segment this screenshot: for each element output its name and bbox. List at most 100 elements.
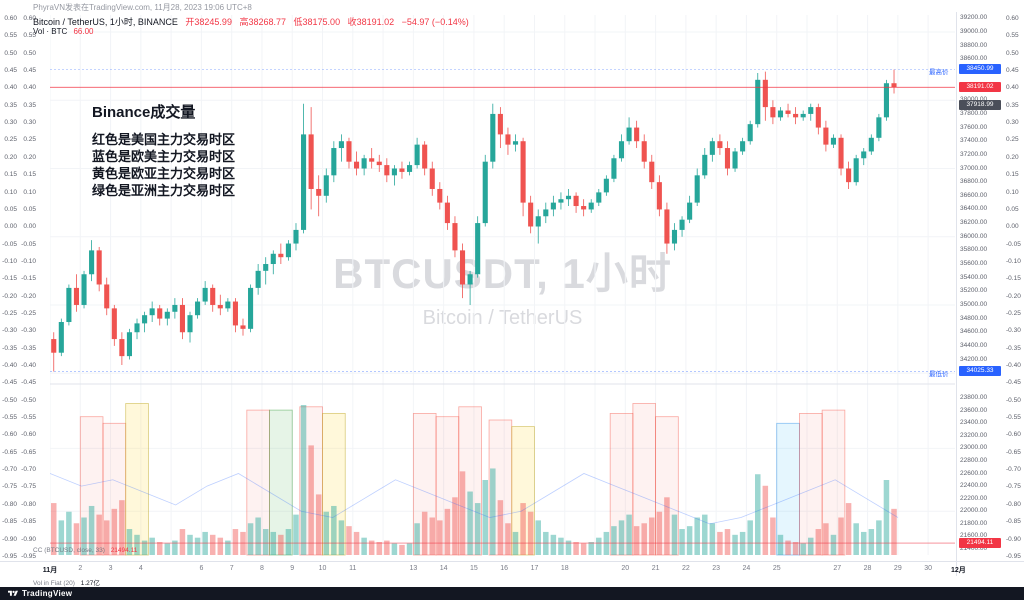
- volume-bar: [512, 531, 519, 555]
- candle-body: [437, 188, 443, 203]
- volume-bar: [588, 542, 594, 555]
- time-label-day: 20: [621, 565, 630, 572]
- right-price-label: 35400.00: [960, 273, 988, 281]
- tradingview-logo-icon[interactable]: [8, 589, 18, 598]
- left-scale-label: -0.90: [2, 535, 17, 543]
- time-label-day: 4: [138, 565, 143, 572]
- candle-body: [603, 178, 609, 193]
- symbol-legend[interactable]: Bitcoin / TetherUS, 1小时, BINANCE 开38245.…: [33, 15, 469, 28]
- left-scale-label: 0.05: [4, 205, 17, 213]
- time-scale-separator: [0, 561, 1024, 562]
- candle-body: [838, 137, 844, 169]
- candle-body: [755, 79, 761, 125]
- volume-bar: [626, 514, 632, 555]
- left-scale-label: 0.45: [4, 67, 17, 75]
- volume-bar: [474, 503, 481, 555]
- indicator-last-value-chip: 21494.11: [959, 538, 1001, 548]
- volume-bar: [649, 517, 655, 555]
- candle-body: [656, 182, 662, 210]
- volume-bar: [520, 503, 526, 555]
- candle-body: [808, 107, 814, 114]
- candle-body: [81, 274, 87, 305]
- candle-body: [520, 141, 526, 203]
- attribution-text: PhyraVN发表在TradingView.com, 11月28, 2023 1…: [33, 2, 252, 13]
- right-indicator-label: 21800.00: [960, 519, 988, 527]
- candle-body: [634, 127, 640, 142]
- tradingview-brand-link[interactable]: TradingView: [22, 589, 73, 598]
- left-scale-label: -0.45: [21, 379, 36, 387]
- right-percent-label: -0.70: [1006, 466, 1021, 474]
- left-scale-label: -0.85: [2, 518, 17, 526]
- left-scale-label: -0.15: [21, 275, 36, 283]
- indicator-legend[interactable]: CC (BTCUSD, close, 33) 21494.11: [33, 547, 137, 554]
- volume-bar: [671, 514, 678, 555]
- candle-body: [512, 141, 519, 145]
- volume-bar: [384, 540, 390, 555]
- vol-fiat-value: 1.27亿: [80, 580, 100, 587]
- volume-bar: [361, 537, 367, 555]
- right-price-label: 37200.00: [960, 150, 988, 158]
- right-price-label: 35200.00: [960, 287, 988, 295]
- candle-body: [452, 223, 458, 251]
- volume-bar: [838, 517, 844, 555]
- time-label-day: 8: [260, 565, 264, 572]
- volume-bar: [747, 520, 753, 555]
- right-price-scale[interactable]: 39200.0039000.0038800.0038600.0038400.00…: [958, 0, 1024, 600]
- volume-bar: [565, 540, 572, 555]
- candle-body: [384, 165, 390, 176]
- time-label-day: 22: [681, 565, 690, 572]
- ohlc-close: 收38191.02: [347, 17, 395, 27]
- candle-body: [444, 202, 450, 224]
- volume-bar: [308, 445, 314, 555]
- candle-body: [724, 148, 731, 169]
- vol-fiat-label[interactable]: Vol in Fiat (20): [33, 580, 75, 587]
- volume-bar: [414, 523, 420, 555]
- time-label-day: 3: [108, 565, 113, 572]
- volume-bar: [391, 543, 398, 555]
- ohlc-open: 开38245.99: [185, 17, 232, 27]
- left-scale-label: -0.90: [21, 535, 36, 543]
- ohlc-high: 高38268.77: [239, 17, 287, 27]
- right-indicator-label: 23800.00: [960, 394, 988, 401]
- volume-bar: [467, 491, 473, 555]
- right-percent-label: 0.20: [1006, 153, 1019, 161]
- right-percent-label: -0.60: [1006, 431, 1021, 439]
- right-price-label: 34400.00: [960, 341, 988, 349]
- candle-body: [149, 308, 155, 316]
- volume-bar: [421, 511, 428, 555]
- right-percent-label: 0.60: [1006, 15, 1019, 22]
- candle-body: [202, 287, 208, 302]
- volume-bar: [709, 523, 716, 555]
- range-low-label: 最低价: [929, 371, 949, 378]
- left-scale-label: -0.05: [2, 240, 17, 248]
- volume-legend[interactable]: Vol · BTC 66.00: [33, 27, 94, 36]
- right-percent-label: -0.30: [1006, 327, 1021, 335]
- candlestick-chart-canvas[interactable]: [50, 12, 955, 560]
- right-percent-label: 0.00: [1006, 223, 1019, 231]
- left-scale-label: -0.70: [21, 466, 36, 474]
- candle-body: [853, 158, 859, 183]
- left-price-scale[interactable]: 0.60 0.60 0.55 0.55 0.50 0.50 0.45 0.45 0.40 0.40…: [0, 0, 48, 600]
- annotation-line-yellow: 黄色是欧亚主力交易时区: [92, 166, 236, 181]
- candle-body: [164, 311, 170, 319]
- vol-fiat-legend[interactable]: Vol in Fiat (20) 1.27亿: [33, 577, 100, 587]
- right-percent-label: -0.10: [1006, 257, 1021, 265]
- time-label-day: 15: [470, 565, 478, 572]
- volume-bar: [543, 531, 549, 555]
- tradingview-footer-bar: TradingView: [0, 587, 1024, 600]
- candle-body: [255, 270, 261, 288]
- candle-body: [459, 250, 466, 285]
- right-percent-label: -0.55: [1006, 414, 1021, 422]
- right-percent-label: -0.45: [1006, 379, 1021, 387]
- right-indicator-label: 22200.00: [960, 494, 988, 502]
- indicator-legend-label[interactable]: CC (BTCUSD, close, 33): [33, 547, 105, 554]
- candle-body: [861, 151, 867, 159]
- left-scale-label: 0.20: [4, 153, 17, 161]
- right-percent-label: 0.50: [1006, 49, 1019, 57]
- volume-legend-label[interactable]: Vol · BTC: [33, 27, 68, 36]
- left-scale-label: 0.10: [23, 188, 36, 196]
- left-scale-label: -0.80: [2, 500, 17, 508]
- time-scale[interactable]: 11月 2 3 4 6 7 8 9 10 11 13 14 15 16 17 18 20 21 22 23 24 25 27…: [43, 563, 966, 577]
- symbol-title[interactable]: Bitcoin / TetherUS, 1小时, BINANCE: [33, 17, 178, 27]
- volume-bar: [558, 537, 564, 555]
